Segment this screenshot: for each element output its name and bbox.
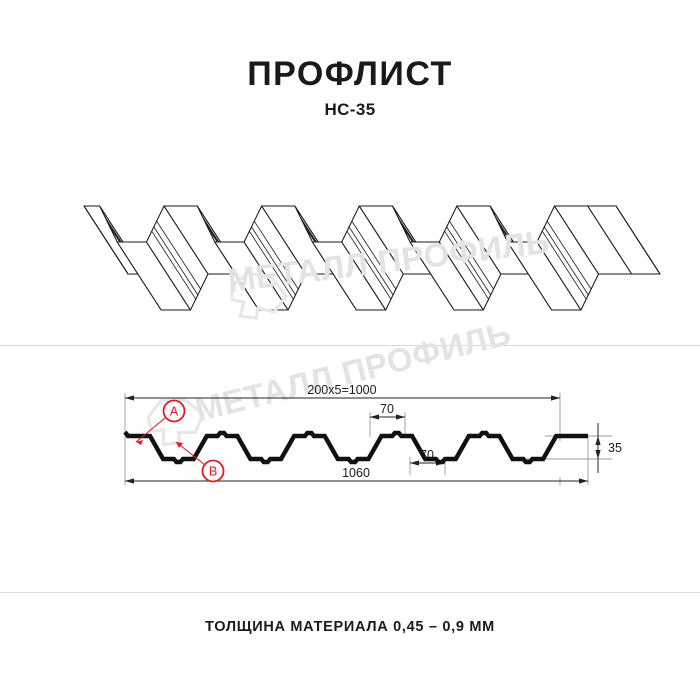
- iso-seam: [541, 230, 587, 300]
- iso-end-edge: [615, 205, 661, 275]
- iso-seam: [444, 230, 489, 300]
- material-thickness-text: ТОЛЩИНА МАТЕРИАЛА 0,45 – 0,9 ММ: [205, 619, 495, 635]
- dim-text-top-flat: 70: [380, 402, 394, 416]
- iso-seam: [546, 220, 592, 290]
- iso-seam: [153, 226, 199, 296]
- iso-seam: [251, 226, 296, 296]
- callout-group-a: [135, 399, 186, 445]
- iso-seam: [156, 220, 202, 290]
- callout-b-circle: [201, 459, 225, 483]
- iso-seam: [348, 226, 394, 296]
- dim-text-pitch-total: 200x5=1000: [307, 383, 376, 397]
- callout-a-label: A: [170, 405, 179, 419]
- iso-end-edge: [83, 205, 129, 275]
- page-title: ПРОФЛИСТ: [247, 55, 453, 93]
- divider-top: [0, 345, 700, 346]
- page-subtitle: НС-35: [324, 100, 376, 119]
- iso-seam: [346, 230, 392, 300]
- callout-b-leader: [175, 441, 206, 466]
- divider-bottom: [0, 592, 700, 593]
- callout-group-b: [175, 441, 225, 483]
- callout-a-circle: [162, 399, 186, 423]
- section-view: 200x5=1000 1060 70 70 35 A B: [0, 383, 700, 510]
- iso-seam: [446, 226, 492, 296]
- profile-outline: [123, 430, 588, 465]
- iso-seam: [543, 226, 589, 296]
- iso-seam: [151, 230, 197, 300]
- callout-b-label: B: [209, 465, 217, 479]
- dim-text-height: 35: [608, 441, 622, 455]
- isometric-view: [0, 170, 700, 320]
- iso-seam: [351, 220, 397, 290]
- iso-seam: [449, 220, 494, 290]
- callout-a-leader: [135, 417, 166, 443]
- dim-text-overall-width: 1060: [342, 466, 370, 480]
- iso-seam: [253, 220, 299, 290]
